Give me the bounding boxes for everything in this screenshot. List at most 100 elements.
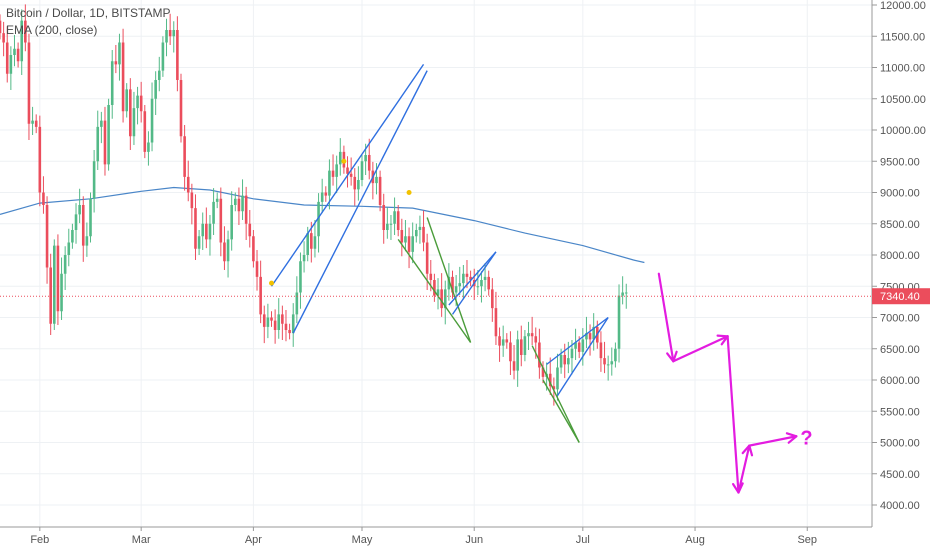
candle-up xyxy=(357,180,360,190)
candle-up xyxy=(147,142,150,152)
candle-up xyxy=(234,198,237,205)
candle-up xyxy=(85,236,89,246)
candle-up xyxy=(241,195,244,212)
candle-down xyxy=(223,242,226,262)
candle-down xyxy=(324,192,328,196)
candle-up xyxy=(157,70,161,80)
candle-down xyxy=(255,261,259,277)
y-tick-label: 8000.00 xyxy=(880,250,920,262)
candle-down xyxy=(552,386,556,390)
projection-arrowhead xyxy=(716,334,729,346)
last-price-tag xyxy=(872,288,930,305)
candle-up xyxy=(100,120,103,127)
candle-down xyxy=(396,211,400,230)
signal-marker xyxy=(269,280,274,286)
candle-down xyxy=(534,336,538,343)
projection-segment xyxy=(737,444,751,494)
candle-up xyxy=(320,192,324,202)
candle-down xyxy=(487,276,490,290)
candle-down xyxy=(382,205,386,230)
candle-up xyxy=(556,367,559,390)
candle-down xyxy=(24,20,27,43)
candle-up xyxy=(150,98,154,143)
candle-down xyxy=(563,355,567,365)
candle-down xyxy=(45,205,49,268)
candle-up xyxy=(136,95,139,109)
y-tick-label: 5500.00 xyxy=(880,406,920,418)
y-tick-label: 12000.00 xyxy=(880,0,926,12)
falling-wedge-line xyxy=(542,379,580,443)
candle-up xyxy=(335,164,338,177)
projection-segment xyxy=(672,335,729,363)
candle-up xyxy=(71,230,74,243)
candle-down xyxy=(38,126,42,193)
candle-up xyxy=(67,242,71,255)
candle-down xyxy=(259,276,262,315)
candle-up xyxy=(436,289,440,296)
falling-wedge-line xyxy=(531,345,580,443)
ema-layer xyxy=(0,186,645,264)
candle-up xyxy=(527,333,530,337)
candle-down xyxy=(494,308,498,337)
x-tick-label: May xyxy=(352,534,373,546)
candle-up xyxy=(480,280,483,287)
rising-wedge-line xyxy=(270,63,425,287)
candle-up xyxy=(110,61,114,105)
candle-up xyxy=(458,283,462,287)
candle-down xyxy=(16,48,20,62)
candle-down xyxy=(262,314,266,327)
candle-down xyxy=(599,342,603,359)
candle-up xyxy=(610,361,614,365)
candle-up xyxy=(404,236,407,243)
candle-up xyxy=(92,161,96,199)
projection-arrowhead xyxy=(666,350,678,363)
candle-up xyxy=(443,289,447,309)
y-tick-label: 10500.00 xyxy=(880,94,926,106)
candle-down xyxy=(205,223,208,240)
candle-down xyxy=(0,20,2,34)
legend-indicator: EMA (200, close) xyxy=(6,23,98,37)
candle-up xyxy=(313,236,317,249)
candle-up xyxy=(592,326,595,340)
candle-up xyxy=(338,151,342,165)
candle-up xyxy=(317,201,320,237)
candle-up xyxy=(585,333,588,340)
candle-up xyxy=(277,314,281,330)
candle-down xyxy=(433,280,436,296)
y-tick-label: 6000.00 xyxy=(880,375,920,387)
projection-segment xyxy=(748,435,798,447)
y-tick-label: 9500.00 xyxy=(880,156,920,168)
candle-down xyxy=(346,167,349,174)
candle-up xyxy=(574,342,577,349)
y-tick-label: 10000.00 xyxy=(880,125,926,137)
candle-up xyxy=(483,276,487,280)
candle-up xyxy=(212,201,215,224)
candle-down xyxy=(425,242,429,274)
candle-up xyxy=(208,223,212,240)
candle-down xyxy=(400,230,404,243)
candle-up xyxy=(306,233,309,255)
candle-down xyxy=(27,42,31,124)
candle-down xyxy=(407,236,411,252)
x-tick-label: Jun xyxy=(465,534,483,546)
y-tick-label: 6500.00 xyxy=(880,344,920,356)
candle-down xyxy=(219,198,223,243)
candle-down xyxy=(81,205,85,246)
candle-down xyxy=(34,120,38,127)
candle-up xyxy=(570,348,574,359)
rising-wedge-line xyxy=(556,317,609,397)
candle-down xyxy=(603,358,606,365)
candle-up xyxy=(53,245,56,324)
candle-up xyxy=(295,292,299,315)
candle-down xyxy=(284,323,288,330)
candle-down xyxy=(179,80,183,137)
projection-question-mark: ? xyxy=(800,427,812,449)
candle-down xyxy=(2,33,5,43)
candle-down xyxy=(422,226,425,243)
candle-up xyxy=(364,155,367,162)
candle-down xyxy=(42,192,45,205)
projection-arrowhead xyxy=(741,444,754,457)
candle-up xyxy=(63,255,67,274)
